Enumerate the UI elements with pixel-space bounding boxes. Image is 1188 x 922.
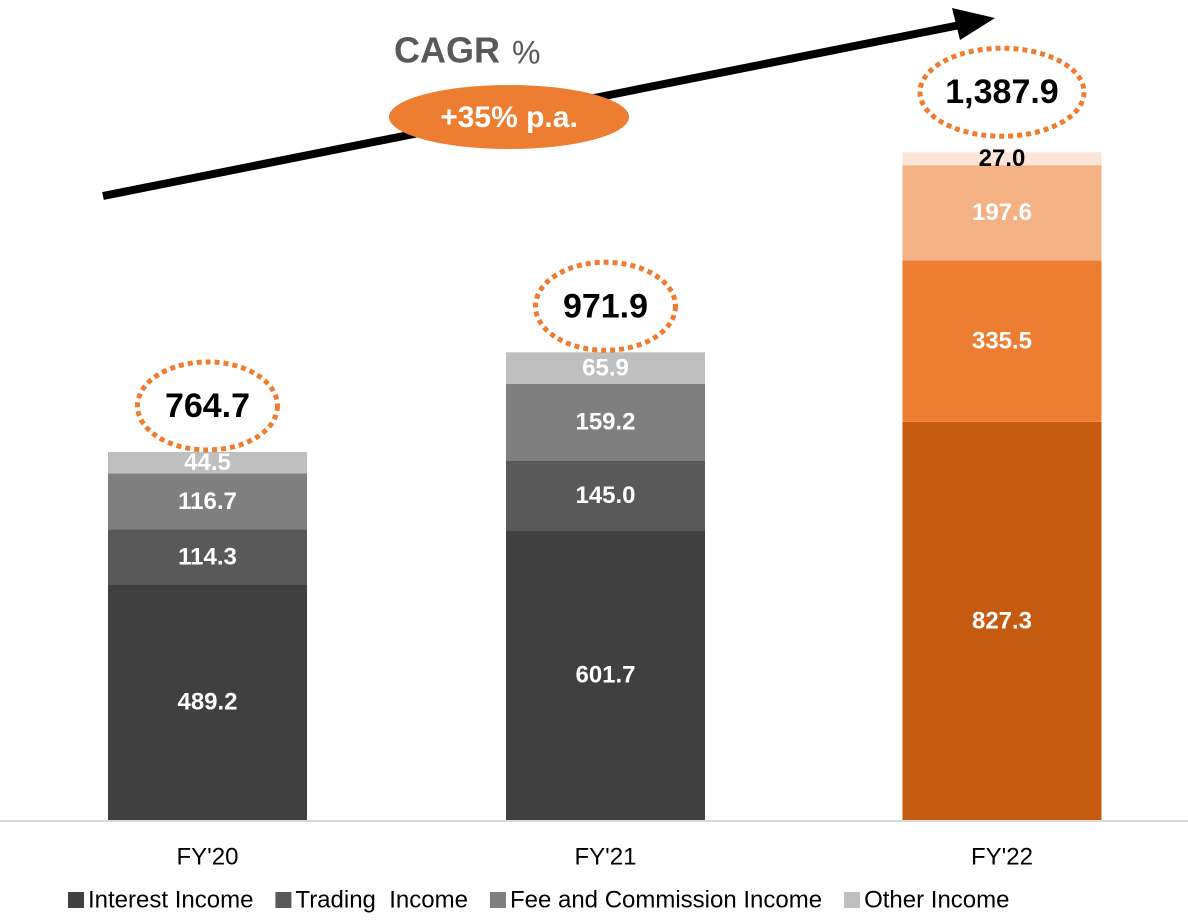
legend-label: Trading Income bbox=[295, 886, 468, 913]
total-label: 971.9 bbox=[563, 287, 648, 325]
bar-segment bbox=[108, 584, 307, 820]
bar-segment bbox=[506, 383, 705, 461]
bar-segment bbox=[902, 165, 1102, 261]
legend-swatch bbox=[68, 892, 84, 908]
x-tick-label: FY'22 bbox=[971, 843, 1033, 870]
segment-label: 601.7 bbox=[575, 662, 635, 689]
bar-segment bbox=[506, 352, 705, 384]
segment-label: 197.6 bbox=[972, 199, 1032, 226]
segment-label: 827.3 bbox=[972, 607, 1032, 634]
cagr-unit: % bbox=[512, 34, 540, 70]
x-tick-label: FY'20 bbox=[177, 843, 239, 870]
bar-segment bbox=[506, 460, 705, 531]
segment-label: 114.3 bbox=[178, 543, 237, 570]
bar-segment bbox=[108, 451, 307, 474]
cagr-value: +35% p.a. bbox=[440, 101, 578, 134]
legend-swatch bbox=[489, 892, 506, 908]
segment-label: 145.0 bbox=[575, 482, 635, 509]
bar-segment bbox=[108, 473, 307, 530]
x-tick-label: FY'21 bbox=[575, 843, 637, 870]
total-label: 1,387.9 bbox=[945, 73, 1058, 111]
legend-swatch bbox=[844, 892, 861, 908]
segment-label: 27.0 bbox=[979, 145, 1026, 172]
bar-segment bbox=[902, 260, 1102, 422]
cagr-title: CAGR bbox=[394, 30, 500, 71]
segment-label: 159.2 bbox=[575, 409, 635, 436]
legend-swatch bbox=[275, 892, 292, 908]
bar-segment bbox=[902, 152, 1102, 166]
total-ring bbox=[917, 45, 1087, 139]
bar-segment bbox=[108, 529, 307, 585]
arrow-head bbox=[952, 8, 995, 40]
total-label: 764.7 bbox=[165, 387, 250, 425]
segment-label: 44.5 bbox=[184, 449, 231, 476]
cagr-badge bbox=[389, 85, 629, 149]
bar-segment bbox=[902, 421, 1102, 820]
segment-label: 489.2 bbox=[177, 689, 237, 716]
segment-label: 116.7 bbox=[178, 488, 237, 515]
legend-label: Other Income bbox=[864, 886, 1009, 913]
segment-label: 65.9 bbox=[582, 354, 629, 381]
total-ring bbox=[533, 259, 678, 353]
legend-label: Interest Income bbox=[88, 886, 253, 913]
legend-label: Fee and Commission Income bbox=[510, 886, 822, 913]
segment-label: 335.5 bbox=[972, 327, 1032, 354]
total-ring bbox=[135, 359, 280, 453]
bar-segment bbox=[506, 530, 705, 820]
